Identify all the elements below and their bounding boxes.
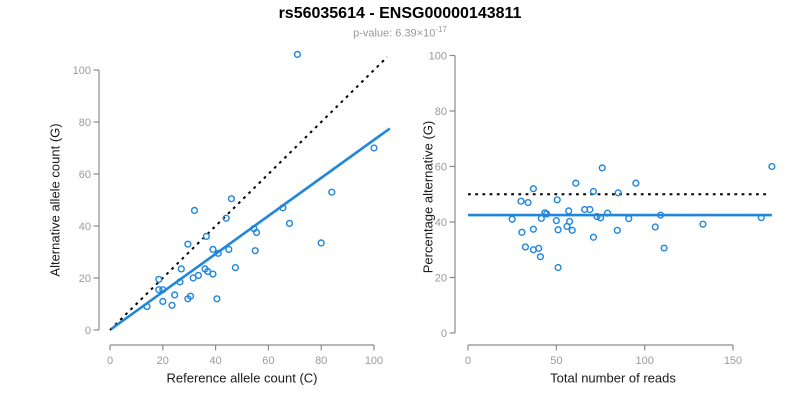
data-point — [517, 197, 525, 205]
data-point — [598, 164, 606, 172]
data-point — [177, 265, 185, 273]
y-tick-label: 20 — [435, 273, 447, 285]
identity-line — [109, 56, 388, 331]
x-tick-label: 0 — [107, 355, 113, 367]
y-tick-label: 100 — [429, 51, 447, 63]
data-point — [656, 211, 665, 219]
data-point — [508, 215, 516, 223]
y-tick-label: 80 — [435, 106, 447, 118]
data-point — [171, 291, 179, 299]
data-point — [625, 215, 633, 223]
data-point — [552, 217, 560, 225]
y-tick-label: 80 — [79, 117, 91, 129]
data-point — [529, 225, 537, 233]
x-tick-label: 150 — [724, 355, 742, 367]
data-point — [568, 226, 576, 234]
y-tick-label: 0 — [441, 328, 447, 340]
data-point — [614, 189, 622, 197]
data-point — [159, 286, 167, 294]
data-point — [225, 245, 233, 254]
x-tick-label: 0 — [465, 355, 471, 367]
data-point — [189, 274, 197, 282]
right-y-axis-title: Percentage alternative (G) — [420, 120, 436, 274]
data-point — [155, 286, 163, 294]
data-point — [768, 162, 776, 171]
data-point — [143, 303, 151, 311]
data-point — [231, 264, 240, 272]
data-point — [159, 297, 167, 306]
data-point — [252, 228, 261, 237]
data-point — [554, 263, 562, 272]
y-tick-label: 100 — [73, 65, 91, 77]
data-point — [227, 195, 236, 203]
x-tick-label: 100 — [635, 355, 653, 367]
data-point — [537, 214, 545, 222]
data-point — [209, 270, 217, 278]
x-tick-label: 50 — [550, 355, 562, 367]
data-point — [529, 185, 537, 193]
data-point — [370, 144, 378, 152]
data-point — [285, 219, 294, 228]
data-point — [524, 198, 532, 207]
data-point — [184, 240, 192, 248]
data-point — [565, 207, 573, 215]
y-tick-label: 60 — [79, 169, 91, 181]
data-point — [521, 243, 530, 251]
data-point — [543, 210, 551, 218]
right-x-axis-title: Total number of reads — [550, 370, 676, 386]
data-point — [593, 212, 601, 221]
data-point — [209, 245, 217, 254]
plot-subtitle: p-value: 6.39×10-17 — [0, 25, 800, 40]
data-point — [553, 196, 561, 204]
x-tick-label: 100 — [365, 355, 383, 367]
data-point — [632, 179, 640, 187]
data-point — [293, 50, 302, 59]
data-point — [168, 301, 176, 309]
data-point — [529, 246, 537, 254]
data-point — [214, 249, 222, 257]
data-point — [251, 247, 259, 255]
data-point — [563, 222, 571, 231]
left-y-axis-title: Alternative allele count (G) — [47, 123, 63, 277]
data-point — [554, 226, 562, 234]
data-point — [213, 295, 221, 303]
left-x-axis-title: Reference allele count (C) — [166, 370, 318, 386]
y-tick-label: 60 — [435, 162, 447, 174]
data-point — [317, 239, 325, 247]
data-point — [328, 188, 336, 196]
data-point — [589, 187, 598, 196]
data-point — [699, 220, 707, 228]
data-point — [536, 253, 545, 261]
data-point — [222, 214, 230, 222]
x-tick-label: 80 — [315, 355, 327, 367]
data-point — [190, 206, 199, 215]
plot-title: rs56035614 - ENSG00000143811 — [278, 5, 522, 22]
data-point — [184, 295, 192, 303]
x-tick-label: 20 — [157, 355, 169, 367]
data-point — [586, 205, 594, 214]
y-tick-label: 0 — [85, 325, 91, 337]
data-point — [155, 275, 163, 283]
pvalue-text: p-value: 6.39×10 — [353, 27, 436, 40]
data-point — [660, 244, 668, 252]
data-point — [572, 179, 580, 187]
y-tick-label: 40 — [79, 221, 91, 233]
data-point — [176, 278, 184, 286]
x-tick-label: 60 — [262, 355, 274, 367]
data-point — [757, 213, 765, 222]
pvalue-exponent: -17 — [435, 25, 447, 34]
data-point — [279, 204, 287, 212]
data-point — [603, 209, 612, 217]
data-point — [613, 226, 621, 234]
y-tick-label: 40 — [435, 217, 447, 229]
data-point — [202, 232, 210, 241]
data-point — [651, 223, 659, 231]
y-tick-label: 20 — [79, 273, 91, 285]
data-point — [596, 214, 605, 222]
x-tick-label: 40 — [209, 355, 221, 367]
data-point — [518, 228, 526, 236]
data-point — [589, 233, 598, 241]
